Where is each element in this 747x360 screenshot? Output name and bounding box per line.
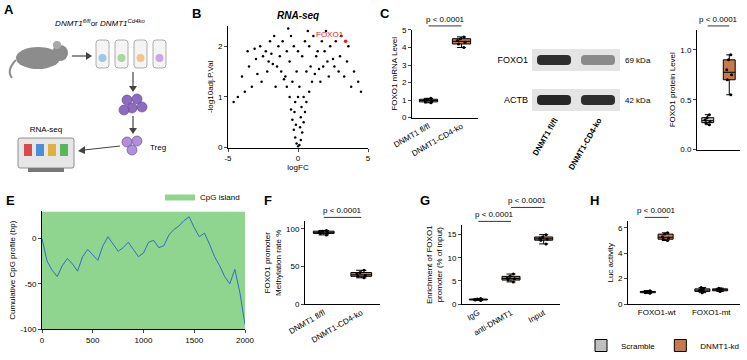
svg-text:1000: 1000 xyxy=(135,336,153,345)
svg-text:0.5: 0.5 xyxy=(680,96,692,105)
svg-text:50: 50 xyxy=(290,262,299,271)
svg-text:DNMT1 fl/fl: DNMT1 fl/fl xyxy=(531,117,560,158)
svg-text:5: 5 xyxy=(402,26,407,35)
svg-text:DNMT1-CD4-ko: DNMT1-CD4-ko xyxy=(410,121,465,158)
svg-text:0: 0 xyxy=(296,154,301,163)
svg-text:DNMT1-CD4-ko: DNMT1-CD4-ko xyxy=(567,116,604,171)
svg-text:B: B xyxy=(192,6,201,21)
svg-text:100: 100 xyxy=(286,225,300,234)
svg-text:0: 0 xyxy=(402,113,407,122)
svg-text:DNMT1 fl/fl: DNMT1 fl/fl xyxy=(288,308,327,336)
svg-text:E: E xyxy=(6,193,15,208)
svg-text:FOXO1-mt: FOXO1-mt xyxy=(692,308,731,317)
svg-text:Enrichment of FOXO1promoter (%: Enrichment of FOXO1promoter (% of input) xyxy=(425,225,444,304)
svg-text:500: 500 xyxy=(86,336,100,345)
svg-text:69 kDa: 69 kDa xyxy=(625,56,651,65)
svg-text:anti-DNMT1: anti-DNMT1 xyxy=(472,308,514,338)
svg-text:DNMT1-kd: DNMT1-kd xyxy=(700,342,739,351)
svg-text:0: 0 xyxy=(618,300,623,309)
svg-text:F: F xyxy=(264,193,272,208)
svg-text:Scramble: Scramble xyxy=(621,342,655,351)
svg-text:5: 5 xyxy=(366,154,371,163)
svg-text:42 kDa: 42 kDa xyxy=(625,96,651,105)
svg-text:-50: -50 xyxy=(25,280,37,289)
svg-text:0: 0 xyxy=(218,143,223,152)
svg-text:-100: -100 xyxy=(20,325,37,334)
svg-text:10: 10 xyxy=(447,254,456,263)
svg-text:2: 2 xyxy=(218,42,223,51)
svg-text:2000: 2000 xyxy=(236,336,254,345)
svg-text:p < 0.0001: p < 0.0001 xyxy=(475,210,514,219)
svg-text:15: 15 xyxy=(447,230,456,239)
svg-text:0: 0 xyxy=(295,300,300,309)
svg-text:G: G xyxy=(420,193,430,208)
svg-text:A: A xyxy=(4,2,14,17)
svg-text:RNA-seq: RNA-seq xyxy=(30,125,62,134)
svg-text:p < 0.0001: p < 0.0001 xyxy=(508,196,547,205)
svg-text:p < 0.0001: p < 0.0001 xyxy=(699,15,738,24)
svg-text:0: 0 xyxy=(40,336,45,345)
svg-text:4: 4 xyxy=(618,249,623,258)
svg-text:p < 0.0001: p < 0.0001 xyxy=(323,206,362,215)
svg-text:1: 1 xyxy=(218,93,223,102)
svg-text:2: 2 xyxy=(402,78,407,87)
svg-text:5: 5 xyxy=(452,277,457,286)
svg-text:C: C xyxy=(380,6,390,21)
svg-text:1.0: 1.0 xyxy=(680,46,692,55)
svg-text:Cumulative CpG profile (bp): Cumulative CpG profile (bp) xyxy=(8,220,17,319)
svg-text:0: 0 xyxy=(32,234,37,243)
svg-text:logFC: logFC xyxy=(287,163,309,172)
svg-text:FOXO1: FOXO1 xyxy=(316,30,344,39)
svg-text:FOXO1 mRNA Level: FOXO1 mRNA Level xyxy=(390,37,399,111)
svg-text:FOXO1 promoterMethylation rate: FOXO1 promoterMethylation rate % xyxy=(263,230,282,296)
svg-text:0.0: 0.0 xyxy=(680,145,692,154)
svg-text:-log10adj.P.Val: -log10adj.P.Val xyxy=(206,60,215,113)
svg-text:3: 3 xyxy=(402,61,407,70)
svg-text:Input: Input xyxy=(527,308,548,325)
svg-text:FOXO1 protein Level: FOXO1 protein Level xyxy=(668,52,677,127)
svg-text:DNMT1 fl/fl: DNMT1 fl/fl xyxy=(392,122,431,150)
svg-text:2: 2 xyxy=(618,274,623,283)
svg-text:FOXO1: FOXO1 xyxy=(497,55,528,65)
svg-text:-5: -5 xyxy=(224,154,232,163)
svg-text:1500: 1500 xyxy=(185,336,203,345)
svg-text:CpG island: CpG island xyxy=(200,193,240,202)
svg-text:FOXO1-wt: FOXO1-wt xyxy=(638,308,677,317)
svg-text:Treg: Treg xyxy=(150,143,166,152)
svg-text:DNMT1fl/fl or DNMT1Cd4ko: DNMT1fl/fl or DNMT1Cd4ko xyxy=(55,18,145,28)
svg-text:6: 6 xyxy=(618,224,623,233)
svg-text:Luc activity: Luc activity xyxy=(606,243,615,283)
svg-text:1: 1 xyxy=(402,96,407,105)
svg-text:0: 0 xyxy=(452,300,457,309)
svg-text:p < 0.0001: p < 0.0001 xyxy=(637,206,676,215)
svg-text:p < 0.0001: p < 0.0001 xyxy=(426,15,465,24)
svg-text:4: 4 xyxy=(402,43,407,52)
svg-text:H: H xyxy=(590,193,599,208)
svg-text:IgG: IgG xyxy=(466,308,482,322)
svg-text:DNMT1-CD4-ko: DNMT1-CD4-ko xyxy=(310,308,365,345)
svg-text:ACTB: ACTB xyxy=(504,95,528,105)
svg-text:RNA-seq: RNA-seq xyxy=(277,10,319,21)
